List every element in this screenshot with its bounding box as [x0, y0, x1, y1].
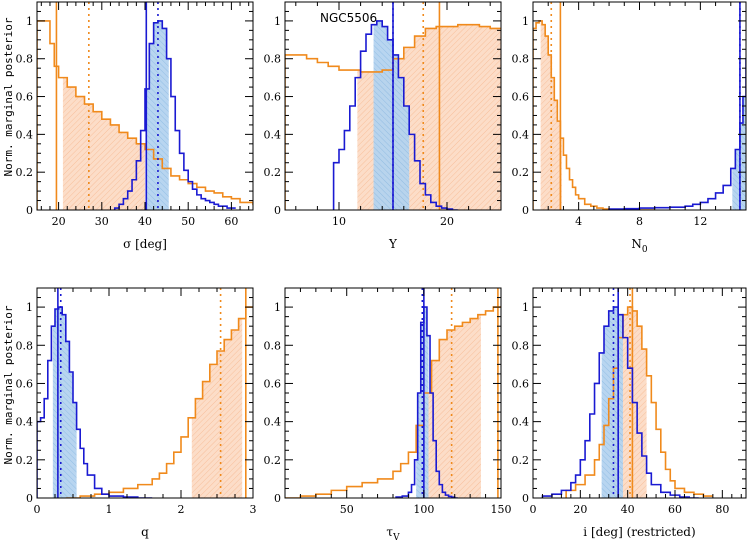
- y-tick-label: 1: [522, 301, 529, 314]
- x-tick-label: 2: [178, 503, 185, 516]
- y-tick-label: 0: [26, 204, 33, 217]
- y-tick-label: 1: [274, 301, 281, 314]
- panel-4: 0 1 2 3 0 0.2 0.4 0.6 0.8 1 q: [16, 287, 257, 539]
- x-axis-label: q: [141, 525, 149, 539]
- x-tick-label: 3: [250, 503, 257, 516]
- y-tick-label: 0.2: [16, 454, 34, 467]
- panel-1: 20 30 40 50 60 0 0.2 0.4 0.6 0.8 1 σ [deg]: [16, 1, 254, 251]
- panel-2: 10 20 0 0.2 0.4 0.6 0.8 1 Y: [264, 1, 502, 251]
- x-tick-label: 100: [413, 503, 434, 516]
- orange-credible-interval: [426, 314, 481, 498]
- y-tick-label: 0.8: [512, 53, 530, 66]
- y-tick-label: 0.6: [16, 91, 34, 104]
- x-axis-label: Y: [388, 237, 398, 251]
- x-axis-label: σ [deg]: [123, 237, 167, 251]
- blue-histogram: [113, 20, 236, 210]
- x-tick-label: 20: [52, 215, 66, 228]
- x-tick-label: 0: [34, 503, 41, 516]
- galaxy-annotation: NGC5506: [320, 11, 377, 25]
- x-tick-label: 80: [715, 503, 729, 516]
- x-tick-label: 4: [575, 215, 582, 228]
- panel-3: 4 8 12 0 0.2 0.4 0.6 0.8 1 N0: [512, 1, 747, 255]
- x-tick-label: 12: [693, 215, 707, 228]
- y-tick-label: 0.2: [512, 166, 530, 179]
- y-tick-label: 0: [522, 204, 529, 217]
- y-tick-label: 0.4: [264, 128, 282, 141]
- y-tick-label: 0.6: [512, 377, 530, 390]
- y-tick-label: 0.6: [264, 91, 282, 104]
- x-tick-label: 10: [332, 215, 346, 228]
- y-tick-label: 0: [26, 492, 33, 505]
- y-tick-label: 0: [522, 492, 529, 505]
- orange-histogram: [37, 20, 253, 210]
- y-tick-label: 0.8: [16, 53, 34, 66]
- x-tick-label: 50: [181, 215, 195, 228]
- y-tick-label: 0.2: [16, 166, 34, 179]
- y-tick-label: 0.4: [16, 416, 34, 429]
- y-tick-label: 0.4: [264, 416, 282, 429]
- blue-credible-interval: [146, 20, 169, 210]
- blue-histogram: [395, 306, 458, 498]
- x-axis-label: N0: [631, 237, 648, 255]
- y-tick-label: 0.6: [264, 377, 282, 390]
- blue-histogram: [608, 57, 746, 210]
- x-tick-label: 40: [621, 503, 635, 516]
- y-tick-label: 1: [26, 301, 33, 314]
- y-tick-label: 0.8: [16, 339, 34, 352]
- x-tick-label: 30: [95, 215, 109, 228]
- y-tick-label: 0.2: [264, 166, 282, 179]
- y-tick-label: 1: [522, 15, 529, 28]
- y-axis-label-top: Norm. marginal posterior: [2, 17, 15, 176]
- panel-6: 0 20 40 60 80 0 0.2 0.4 0.6 0.8 1 i [deg] (restrict…: [512, 287, 747, 539]
- y-axis-label-bottom: Norm. marginal posterior: [2, 305, 15, 464]
- x-tick-label: 150: [491, 503, 512, 516]
- y-tick-label: 0.4: [16, 128, 34, 141]
- orange-histogram: [565, 306, 713, 498]
- plot-area: [541, 288, 713, 498]
- y-tick-label: 0.4: [512, 416, 530, 429]
- x-axis-label: τV: [386, 525, 400, 543]
- blue-credible-interval: [373, 20, 410, 210]
- x-tick-label: 1: [106, 503, 113, 516]
- x-tick-label: 20: [440, 215, 454, 228]
- orange-credible-interval: [191, 318, 243, 498]
- orange-histogram: [65, 306, 253, 498]
- y-tick-label: 0: [274, 492, 281, 505]
- plot-area: [37, 2, 253, 210]
- y-tick-label: 0.8: [512, 339, 530, 352]
- x-tick-label: 0: [530, 503, 537, 516]
- y-tick-label: 1: [274, 15, 281, 28]
- panel-frame: [532, 1, 747, 211]
- y-tick-label: 0.6: [512, 91, 530, 104]
- y-tick-label: 0.8: [264, 53, 282, 66]
- x-tick-label: 40: [138, 215, 152, 228]
- x-tick-label: 50: [340, 503, 354, 516]
- y-tick-label: 0.2: [512, 454, 530, 467]
- plot-area: [285, 2, 501, 210]
- y-tick-label: 0: [274, 204, 281, 217]
- x-tick-label: 8: [636, 215, 643, 228]
- plot-area: [37, 288, 253, 498]
- y-tick-label: 1: [26, 15, 33, 28]
- y-tick-label: 0.2: [264, 454, 282, 467]
- plot-area: [533, 2, 746, 210]
- blue-histogram: [37, 306, 153, 498]
- panel-5: 50 100 150 0 0.2 0.4 0.6 0.8 1 τV: [264, 287, 512, 543]
- y-tick-label: 0.8: [264, 339, 282, 352]
- x-tick-label: 60: [668, 503, 682, 516]
- plot-area: [285, 288, 501, 498]
- y-tick-label: 0.6: [16, 377, 34, 390]
- x-axis-label: i [deg] (restricted): [583, 525, 695, 539]
- orange-credible-interval: [62, 77, 145, 210]
- orange-histogram: [533, 20, 655, 210]
- x-tick-label: 60: [224, 215, 238, 228]
- y-tick-label: 0.4: [512, 128, 530, 141]
- blue-credible-interval: [52, 307, 77, 498]
- x-tick-label: 20: [573, 503, 587, 516]
- blue-credible-interval: [601, 307, 623, 498]
- orange-credible-interval: [540, 20, 562, 210]
